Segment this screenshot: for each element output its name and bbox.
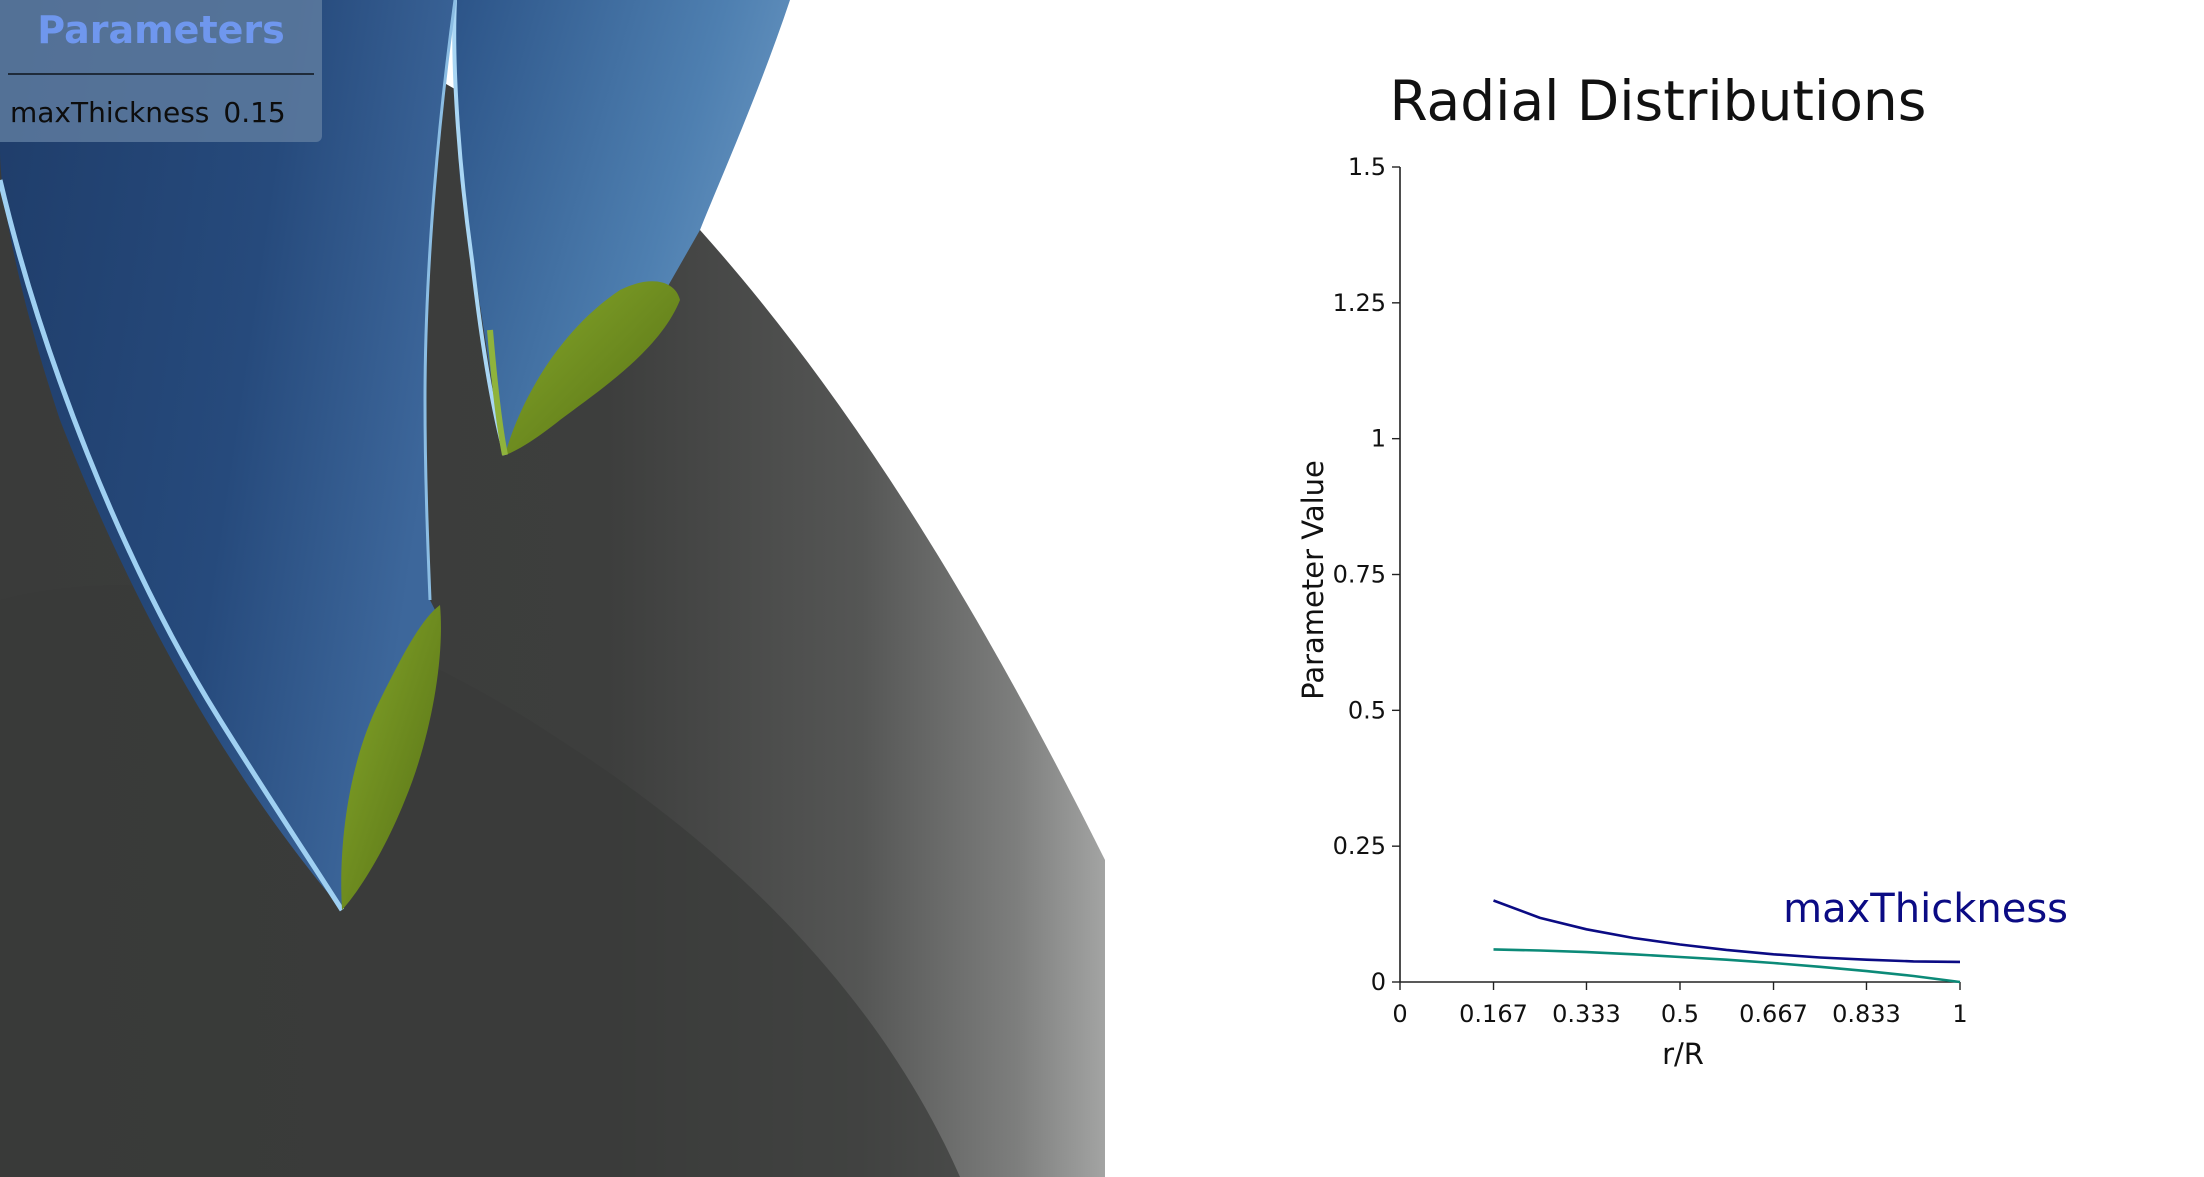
x-tick-label: 0.5 xyxy=(1661,1000,1699,1028)
back-blade xyxy=(453,0,790,455)
3d-viewport[interactable]: Parameters maxThickness 0.15 xyxy=(0,0,1105,1177)
y-tick-label: 1.5 xyxy=(1348,153,1386,181)
y-tick-label: 0.5 xyxy=(1348,696,1386,724)
series-line-maxthickness xyxy=(1493,899,1961,964)
chart-series: maxThickness xyxy=(1493,886,2068,984)
x-tick-label: 0.333 xyxy=(1552,1000,1621,1028)
y-axis-label: Parameter Value xyxy=(1296,460,1330,700)
parameters-panel: Parameters maxThickness 0.15 xyxy=(0,0,322,142)
y-tick-label: 1 xyxy=(1371,425,1386,453)
radial-distributions-chart: Radial Distributions Parameter Value r/R… xyxy=(1296,69,2068,1071)
x-tick-label: 0.833 xyxy=(1832,1000,1901,1028)
x-tick-label: 0.167 xyxy=(1459,1000,1528,1028)
y-tick-label: 0.25 xyxy=(1333,832,1386,860)
y-tick-label: 1.25 xyxy=(1333,289,1386,317)
chart-axes: 0 0.25 0.5 0.75 1 1.25 1.5 0 0.167 0.333 0.5 0.667 0… xyxy=(1333,153,1968,1028)
series-line-series-2 xyxy=(1493,948,1961,984)
y-tick-label: 0.75 xyxy=(1333,561,1386,589)
panel-divider xyxy=(8,73,314,75)
propeller-render xyxy=(0,0,1105,1177)
parameter-name: maxThickness xyxy=(10,96,210,129)
x-axis-label: r/R xyxy=(1662,1037,1704,1071)
y-tick-label: 0 xyxy=(1371,968,1386,996)
front-blade xyxy=(0,0,455,910)
x-tick-label: 0.667 xyxy=(1739,1000,1808,1028)
parameter-row[interactable]: maxThickness 0.15 xyxy=(10,96,286,129)
x-tick-label: 1 xyxy=(1952,1000,1967,1028)
front-blade-tip xyxy=(341,605,441,910)
parameter-value[interactable]: 0.15 xyxy=(223,96,286,129)
x-tick-label: 0 xyxy=(1392,1000,1407,1028)
chart-title: Radial Distributions xyxy=(1390,69,1927,133)
back-blade-tip xyxy=(505,281,680,455)
series-label: maxThickness xyxy=(1783,886,2068,932)
parameters-title: Parameters xyxy=(37,8,285,52)
